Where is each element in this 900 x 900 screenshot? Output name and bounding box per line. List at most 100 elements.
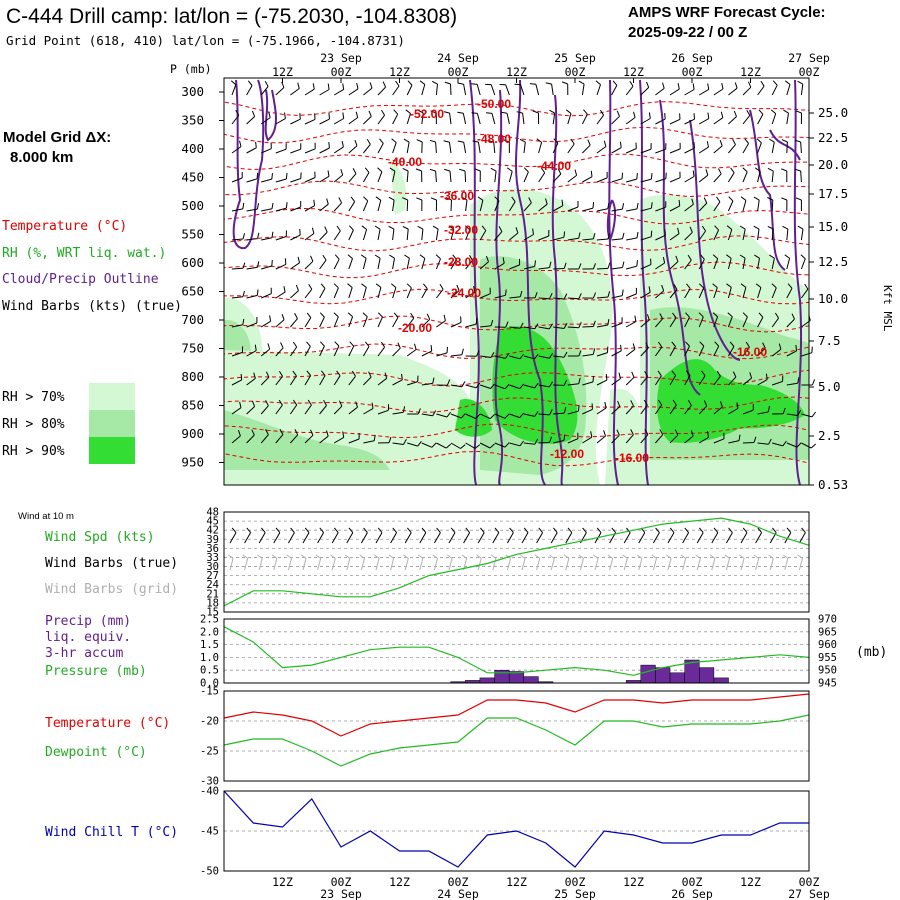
wind-barb-flag — [239, 401, 242, 408]
wind-barb-flag — [592, 232, 596, 240]
wind-barb-flag — [701, 370, 706, 377]
wind-barb-flag — [297, 82, 300, 89]
bottom-hour-label: 12Z — [740, 875, 761, 889]
wind-barb-flag — [364, 167, 370, 173]
wind-barb — [333, 146, 344, 154]
wind-barb-flag — [636, 260, 638, 267]
axis-tick-label: 18 — [206, 597, 219, 609]
wind-barb — [611, 267, 623, 270]
wind-barb-flag — [310, 255, 314, 262]
bottom-hour-label: 00Z — [565, 875, 586, 889]
wind-barb — [786, 141, 788, 154]
bottom-date-label: 23 Sep — [320, 887, 362, 900]
wind-barb-flag — [487, 140, 494, 143]
wind-barb-flag — [431, 442, 437, 448]
wind-barb-flag — [417, 440, 422, 447]
wind-barb — [304, 233, 315, 241]
wind-barb-flag — [502, 257, 505, 264]
wind-barb-grid — [594, 558, 599, 571]
wind-barb-grid-flag — [286, 554, 292, 559]
wind-barb-flag — [534, 353, 539, 360]
wind-barb — [786, 442, 798, 448]
wind-barb — [435, 84, 438, 96]
top-date-label: 25 Sep — [554, 51, 596, 65]
wind-barb — [449, 113, 452, 125]
wind-barb-flag — [563, 434, 566, 441]
wind-barb-flag — [548, 352, 554, 359]
wind-barb-flag — [377, 167, 383, 173]
wind-barb-flag — [417, 225, 424, 230]
wind-barb-flag — [648, 112, 651, 119]
wind-barb-flag — [672, 312, 677, 319]
wind-barb-true-flag — [334, 527, 339, 533]
wind-barb — [261, 237, 273, 241]
wind-barb — [406, 84, 413, 96]
top-hour-label: 12Z — [623, 65, 644, 79]
wind-barb — [392, 85, 400, 96]
wind-barb — [640, 319, 650, 328]
wind-barb-grid — [317, 558, 322, 571]
wind-barb-flag — [430, 345, 433, 352]
wind-barb — [494, 413, 506, 419]
wind-barb-flag — [767, 405, 770, 412]
wind-barb — [669, 404, 677, 415]
top-hour-label: 00Z — [331, 65, 352, 79]
wind-barb-flag — [534, 438, 539, 445]
dewpoint-line — [223, 714, 810, 767]
wind-barb — [626, 208, 638, 212]
wind-barb-flag — [504, 442, 510, 448]
wind-barb — [480, 384, 491, 389]
wind-barb-flag — [278, 399, 283, 406]
wind-barb — [611, 115, 620, 125]
wind-barb — [611, 147, 622, 154]
wind-barb — [713, 173, 722, 183]
wind-barb-flag — [490, 383, 495, 389]
wind-barb-flag — [445, 443, 452, 449]
wind-barb-flag — [563, 407, 567, 414]
wind-barb — [713, 287, 718, 299]
wind-barb-true-flag — [626, 527, 631, 533]
wind-barb — [538, 203, 548, 212]
wind-barb-flag — [504, 383, 510, 390]
wind-barb-flag — [565, 109, 572, 114]
wind-barb-flag — [498, 226, 503, 232]
wind-barb — [596, 177, 608, 183]
wind-barb — [494, 231, 503, 241]
wind-barb-flag — [307, 399, 312, 406]
wind-barb — [333, 174, 344, 183]
wind-barb — [479, 261, 489, 270]
wind-barb-flag — [490, 167, 497, 172]
wind-barb-flag — [443, 111, 450, 114]
wind-barb — [377, 229, 381, 241]
wind-barb-flag — [549, 261, 552, 268]
wind-barb-flag — [630, 429, 634, 435]
wind-barb — [231, 146, 242, 154]
wind-barb-flag — [306, 370, 311, 376]
wind-barb-flag — [342, 431, 345, 438]
axis-tick-label: 0.0 — [200, 678, 219, 690]
wind-barb — [290, 88, 300, 96]
wind-barb — [450, 442, 461, 449]
wind-barb — [392, 317, 399, 328]
wind-barb-flag — [444, 81, 451, 85]
axis-tick-label: 0.5 — [200, 665, 219, 677]
wind-barb-flag — [355, 111, 359, 118]
wind-barb-flag — [414, 343, 417, 350]
wind-barb — [421, 229, 424, 241]
wind-barb — [538, 142, 543, 154]
wind-barb — [231, 267, 244, 270]
wind-barb-true-flag — [786, 527, 792, 533]
wind-barb-grid-flag — [432, 554, 438, 559]
wind-barb — [713, 201, 721, 212]
wind-barb — [275, 319, 285, 328]
wind-barb-flag — [404, 254, 410, 259]
wind-barb — [304, 177, 316, 183]
wind-barb-true — [784, 532, 792, 544]
wind-barb-flag — [381, 109, 386, 116]
wind-barb — [480, 325, 492, 328]
wind-barb — [552, 205, 564, 212]
wind-barb-flag — [782, 225, 789, 230]
wind-barb — [800, 229, 804, 241]
dewpoint-label: Dewpoint (°C) — [45, 745, 147, 760]
wind-barb-flag — [619, 141, 622, 148]
